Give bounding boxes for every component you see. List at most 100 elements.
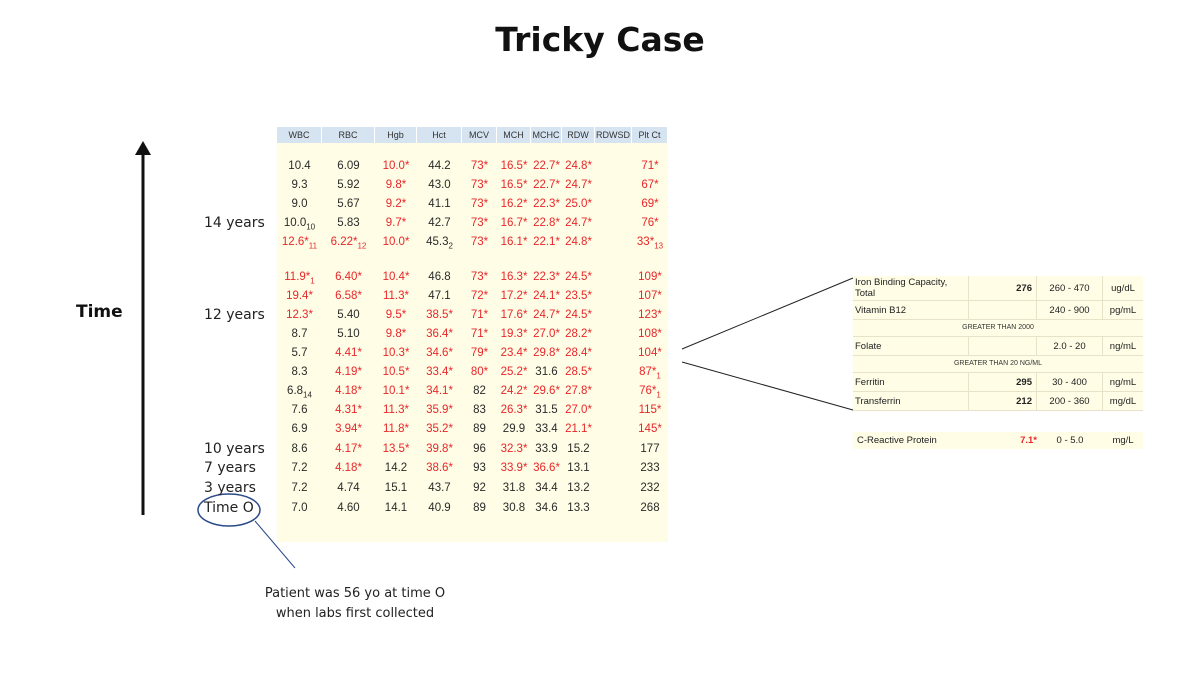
cell-value: 96 [473, 443, 486, 455]
iron-studies-panel: Iron Binding Capacity, Total 276 260 - 470… [853, 276, 1143, 411]
cell-value: 4.18* [335, 385, 362, 397]
cell-value: 33* [636, 236, 655, 248]
table-cell: 24.2* [497, 382, 531, 401]
cell-value: 16.2* [500, 198, 528, 210]
table-cell: 36.6* [531, 459, 562, 478]
table-cell: 115* [632, 401, 668, 420]
cell-value: 16.3* [500, 271, 528, 283]
time-label: 3 years [204, 480, 256, 496]
table-cell: 28.4* [562, 344, 595, 363]
table-cell: 24.7* [531, 306, 562, 325]
table-cell: 5.10 [322, 325, 375, 344]
cell-value: 104* [638, 347, 662, 359]
page-title: Tricky Case [495, 20, 705, 59]
cell-value: 43.0 [428, 179, 451, 191]
lab-name: Iron Binding Capacity, Total [853, 276, 969, 300]
lab-range: 240 - 900 [1037, 301, 1103, 319]
table-cell: 24.5* [562, 268, 595, 287]
cell-value: 24.7* [565, 217, 592, 229]
lab-name: Folate [853, 337, 969, 355]
table-row: 9.3 5.92 9.8* 43.0 73* 16.5* 22.7* 24.7* 67* [277, 176, 668, 195]
cell-value: 69* [641, 198, 659, 210]
patient-age-note: Patient was 56 yo at time O when labs fi… [240, 584, 470, 624]
table-cell: 27.0* [531, 325, 562, 344]
cell-value: 29.9 [502, 423, 526, 435]
cell-footnote: 14 [303, 390, 312, 400]
table-cell: 4.18* [322, 382, 375, 401]
lab-unit: ng/mL [1109, 376, 1137, 388]
table-cell: 9.5* [375, 306, 417, 325]
table-cell: 16.5* [497, 157, 531, 176]
cell-value: 16.7* [500, 217, 528, 229]
table-cell: 21.1* [562, 420, 595, 439]
table-cell: 5.67 [322, 195, 375, 214]
table-cell [595, 363, 632, 382]
table-cell: 9.2* [375, 195, 417, 214]
table-cell: 73* [462, 268, 497, 287]
table-cell: 34.6 [531, 499, 562, 518]
table-cell: 233 [632, 459, 668, 478]
cell-value: 11.3* [382, 290, 409, 302]
cell-value: 24.8* [565, 160, 592, 172]
cell-value: 13.1 [567, 462, 590, 474]
crp-value: 7.1* [1020, 435, 1037, 446]
table-cell: 6.09 [322, 157, 375, 176]
cell-value: 9.7* [385, 217, 407, 229]
cell-value: 8.3 [291, 366, 308, 378]
cell-value: 11.9* [284, 271, 311, 283]
table-cell: 45.32 [417, 233, 462, 252]
table-cell: 5.92 [322, 176, 375, 195]
cell-value: 72* [470, 290, 489, 302]
table-cell: 17.6* [497, 306, 531, 325]
table-row: 7.2 4.74 15.1 43.7 92 31.8 34.4 13.2 232 [277, 479, 668, 498]
table-cell: 10.010 [277, 214, 322, 233]
cell-value: 30.8 [502, 502, 526, 514]
table-cell: 23.5* [562, 287, 595, 306]
table-cell: 79* [462, 344, 497, 363]
cell-value: 83 [473, 404, 486, 416]
table-cell: 73* [462, 195, 497, 214]
cell-value: 13.3 [567, 502, 590, 514]
cell-value: 10.0* [382, 236, 410, 248]
cell-value: 76* [641, 217, 659, 229]
table-cell: 268 [632, 499, 668, 518]
cell-value: 31.6 [535, 366, 558, 378]
cell-value: 24.5* [565, 309, 592, 321]
table-cell: 22.3* [531, 195, 562, 214]
cell-value: 44.2 [428, 160, 451, 172]
cell-value: 15.1 [384, 482, 408, 494]
iron-panel-note: GREATER THAN 20 NG/ML [853, 356, 1143, 373]
table-cell: 43.0 [417, 176, 462, 195]
table-cell: 9.8* [375, 325, 417, 344]
cell-value: 6.9 [291, 423, 308, 435]
column-header-mch: MCH [497, 127, 531, 143]
table-cell [595, 420, 632, 439]
cell-value: 108* [638, 328, 662, 340]
table-row: 19.4* 6.58* 11.3* 47.1 72* 17.2* 24.1* 23.5* 107… [277, 287, 668, 306]
table-row: 11.9*1 6.40* 10.4* 46.8 73* 16.3* 22.3* 24.5* 10… [277, 268, 668, 287]
cell-value: 10.4 [288, 160, 311, 172]
table-cell: 34.6* [417, 344, 462, 363]
cell-value: 73* [470, 179, 489, 191]
cell-value: 10.4* [382, 271, 410, 283]
column-header-rdwsd: RDWSD [595, 127, 632, 143]
table-cell [595, 499, 632, 518]
cell-value: 87* [639, 366, 657, 378]
cell-value: 9.3 [291, 179, 308, 191]
cell-value: 31.8 [502, 482, 526, 494]
cell-value: 42.7 [428, 217, 451, 229]
table-cell: 11.9*1 [277, 268, 322, 287]
cell-footnote: 11 [308, 241, 318, 251]
table-cell: 42.7 [417, 214, 462, 233]
iron-panel-row: Iron Binding Capacity, Total 276 260 - 470… [853, 276, 1143, 301]
cell-value: 8.6 [291, 443, 308, 455]
table-cell: 44.2 [417, 157, 462, 176]
table-cell: 34.1* [417, 382, 462, 401]
time-label: 7 years [204, 460, 256, 476]
table-cell: 76*1 [632, 382, 668, 401]
cell-value: 22.8* [533, 217, 560, 229]
table-cell: 82 [462, 382, 497, 401]
table-cell: 16.2* [497, 195, 531, 214]
cell-value: 34.6* [426, 347, 453, 359]
table-cell: 5.40 [322, 306, 375, 325]
